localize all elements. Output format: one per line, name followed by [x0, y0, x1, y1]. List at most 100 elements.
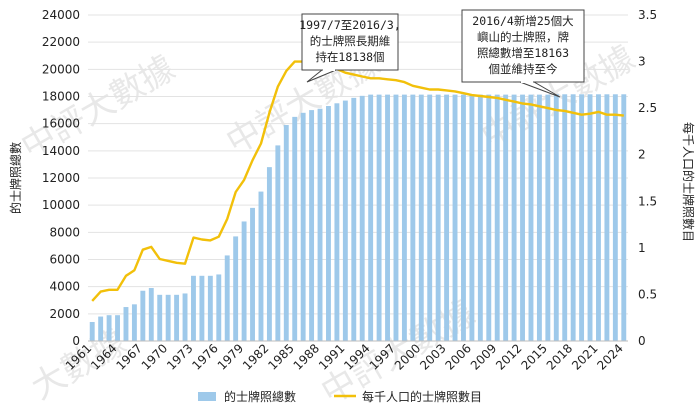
bar [123, 307, 129, 341]
watermark-text: 中評大數據 [15, 48, 182, 168]
y-right-tick-label: 0 [638, 334, 646, 348]
x-tick-label: 1970 [139, 341, 170, 372]
y-left-tick-label: 2000 [49, 307, 80, 321]
x-tick-label: 1979 [215, 341, 246, 372]
bar [401, 94, 407, 341]
bar [182, 293, 188, 341]
bar [199, 275, 205, 341]
bar [174, 294, 180, 341]
bar-series [89, 94, 627, 342]
legend-swatch-bar [198, 392, 216, 401]
y-left-tick-label: 16000 [42, 117, 80, 131]
y-right-tick-label: 2 [638, 148, 646, 162]
y-left-tick-label: 20000 [42, 62, 80, 76]
callout-line: 個並維持至今 [489, 62, 558, 76]
bar [427, 94, 433, 341]
bar [444, 94, 450, 341]
y-right-tick-label: 0.5 [638, 287, 657, 301]
y-right-axis-title: 每千人口的士牌照數目 [681, 122, 696, 242]
bar [157, 294, 163, 341]
bar [621, 94, 627, 341]
line-series [91, 60, 624, 302]
bar [503, 94, 509, 341]
callout-line: 1997/7至2016/3, [299, 18, 401, 32]
bar [233, 236, 239, 341]
bar [410, 94, 416, 341]
x-tick-label: 2018 [544, 341, 575, 372]
y-right-tick-label: 1 [638, 241, 646, 255]
y-left-tick-label: 8000 [49, 225, 80, 239]
bar [191, 275, 196, 341]
bar [570, 94, 576, 341]
x-tick-label: 1976 [189, 341, 220, 372]
x-tick-label: 1985 [265, 341, 296, 372]
bar [342, 100, 348, 341]
callout-line: 照總數增至18163 [477, 46, 569, 60]
x-tick-label: 2015 [518, 341, 549, 372]
legend: 的士牌照總數 每千人口的士牌照數目 [198, 389, 482, 404]
bar [494, 94, 500, 341]
bar [131, 304, 137, 341]
bar [486, 94, 492, 341]
bar [115, 315, 120, 341]
bar [98, 316, 104, 341]
line-path [91, 60, 624, 302]
bar [520, 94, 525, 341]
bar [241, 221, 247, 341]
x-tick-label: 1973 [164, 341, 195, 372]
bar [368, 94, 374, 341]
bar [258, 191, 264, 341]
bar [283, 125, 289, 342]
y-left-tick-label: 4000 [49, 280, 80, 294]
y-left-tick-label: 24000 [42, 8, 80, 22]
bar [300, 112, 306, 341]
bar [596, 94, 601, 341]
bar [511, 94, 517, 341]
bar [545, 94, 551, 341]
bar [275, 145, 281, 341]
y-left-tick-label: 6000 [49, 253, 80, 267]
x-tick-label: 1982 [240, 341, 271, 372]
bar [452, 94, 458, 341]
y-left-tick-label: 18000 [42, 90, 80, 104]
y-left-tick-label: 10000 [42, 198, 80, 212]
bar [461, 94, 466, 341]
bar [165, 294, 171, 341]
callout-line: 持在18138個 [315, 50, 384, 64]
bar [334, 103, 340, 342]
bar [326, 106, 331, 341]
callout-line: 2016/4新增25個大 [472, 14, 574, 28]
x-tick-label: 1988 [291, 341, 322, 372]
y-right-tick-label: 3 [638, 55, 646, 69]
bar [266, 167, 272, 341]
bar [418, 94, 424, 341]
y-right-tick-label: 2.5 [638, 101, 657, 115]
bar [207, 275, 213, 341]
bar [292, 116, 298, 341]
bar [89, 321, 95, 341]
bar [587, 94, 593, 341]
bar [359, 95, 365, 341]
bar [528, 94, 534, 341]
x-tick-label: 2024 [594, 341, 625, 372]
bar [393, 94, 399, 341]
x-tick-label: 2009 [468, 341, 499, 372]
bar [351, 97, 357, 341]
bar [469, 94, 475, 341]
y-left-tick-label: 12000 [42, 171, 80, 185]
bar [604, 94, 610, 341]
bar [224, 255, 230, 341]
bar [140, 290, 146, 341]
bar [536, 94, 542, 341]
bar [477, 94, 483, 341]
bar [579, 94, 585, 341]
bar [216, 274, 222, 341]
bar [562, 94, 568, 341]
legend-label-bar: 的士牌照總數 [224, 389, 296, 404]
bar [317, 108, 323, 341]
bar [106, 315, 112, 341]
